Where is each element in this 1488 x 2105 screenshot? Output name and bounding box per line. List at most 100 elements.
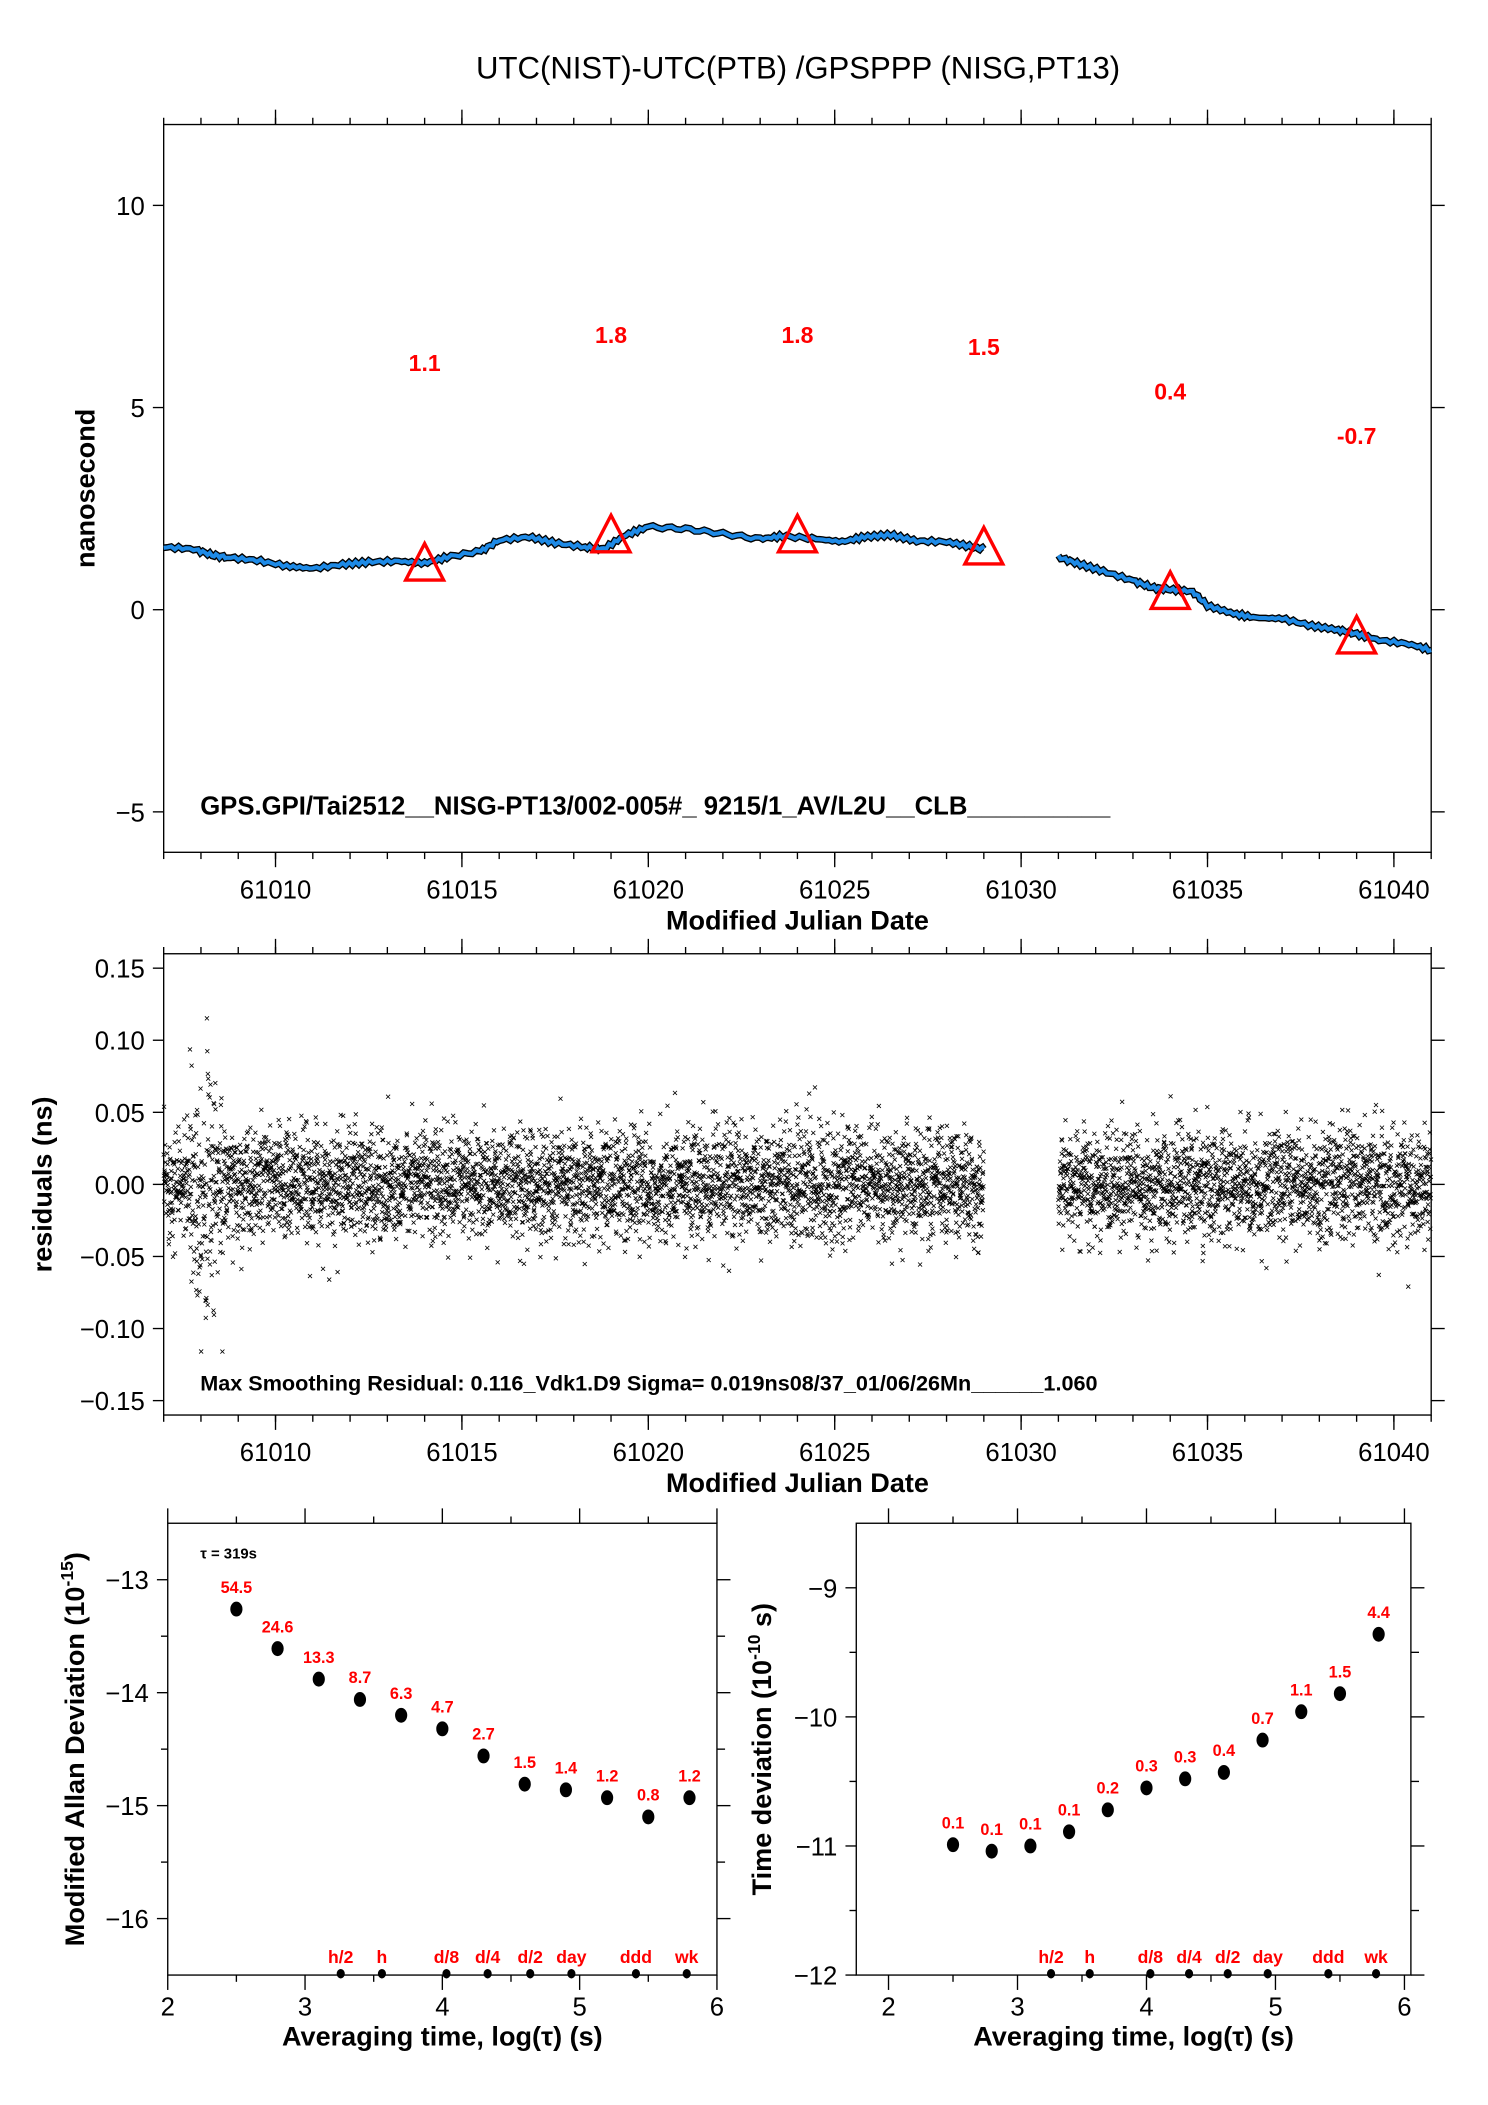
residual-point <box>934 1177 940 1182</box>
residual-point <box>893 1129 899 1135</box>
residual-point <box>445 1119 451 1124</box>
residual-point <box>973 1210 978 1215</box>
residual-point <box>187 1216 193 1221</box>
residual-point <box>740 1166 745 1171</box>
residual-point <box>925 1236 931 1242</box>
residual-point <box>324 1153 329 1158</box>
residual-point <box>465 1159 471 1164</box>
residual-point <box>282 1223 288 1228</box>
residual-point <box>412 1166 418 1171</box>
residual-point <box>205 1256 210 1262</box>
residual-point <box>225 1191 231 1197</box>
residual-point <box>358 1171 364 1177</box>
residual-point <box>959 1156 965 1162</box>
residual-point <box>533 1189 539 1194</box>
residual-point <box>474 1217 479 1222</box>
residual-point <box>886 1235 892 1241</box>
residual-point <box>622 1146 628 1152</box>
residual-point <box>216 1190 222 1196</box>
residual-point <box>333 1162 339 1168</box>
residual-point <box>271 1197 276 1203</box>
residual-point <box>976 1221 982 1227</box>
residual-point <box>828 1131 833 1136</box>
residual-point <box>488 1166 494 1172</box>
residual-point <box>557 1194 563 1200</box>
residual-point <box>844 1174 850 1180</box>
residual-point <box>322 1162 328 1168</box>
residual-point <box>776 1155 782 1160</box>
residual-point <box>218 1102 224 1108</box>
residual-point <box>738 1156 743 1162</box>
residual-point <box>213 1179 219 1185</box>
residual-point <box>966 1222 971 1227</box>
x-tick-label: 61020 <box>613 1439 684 1467</box>
x-tick-label: 61010 <box>240 876 311 904</box>
residual-point <box>889 1230 895 1235</box>
residual-point <box>523 1211 528 1217</box>
residual-point <box>354 1161 359 1166</box>
residual-point <box>695 1141 701 1147</box>
residual-point <box>464 1137 469 1142</box>
residual-point <box>353 1131 358 1137</box>
residual-point <box>302 1174 308 1180</box>
residual-point <box>578 1116 584 1122</box>
residual-point <box>977 1177 983 1182</box>
residual-point <box>203 1192 208 1198</box>
residual-point <box>594 1226 600 1232</box>
residual-point <box>364 1222 370 1228</box>
residual-point <box>794 1211 800 1217</box>
residual-point <box>654 1173 659 1179</box>
residual-point <box>299 1113 304 1119</box>
residual-point <box>689 1223 694 1228</box>
residual-point <box>312 1162 317 1167</box>
residual-point <box>939 1135 944 1141</box>
residual-point <box>414 1157 420 1163</box>
residual-point <box>242 1136 247 1142</box>
residual-point <box>651 1161 656 1166</box>
residual-point <box>278 1223 284 1229</box>
residual-point <box>851 1187 856 1192</box>
residual-point <box>804 1184 810 1190</box>
residual-point <box>821 1192 827 1198</box>
residual-point <box>803 1207 808 1213</box>
residual-point <box>798 1128 804 1134</box>
residual-point <box>371 1197 376 1203</box>
residual-point <box>563 1236 568 1241</box>
residual-point <box>332 1243 338 1249</box>
residual-point <box>181 1176 187 1182</box>
residual-point <box>504 1207 510 1213</box>
residual-point <box>903 1161 909 1167</box>
residual-point <box>862 1176 868 1182</box>
residual-point <box>599 1159 605 1164</box>
residual-point <box>410 1212 416 1218</box>
residual-point <box>1110 1165 1116 1171</box>
residual-point <box>243 1196 248 1201</box>
residual-point <box>821 1159 827 1165</box>
residual-point <box>732 1209 737 1214</box>
residual-point <box>458 1191 464 1197</box>
residual-point <box>944 1223 950 1229</box>
residual-point <box>288 1164 294 1169</box>
residual-point <box>926 1127 932 1133</box>
residual-point <box>422 1142 428 1147</box>
residual-point <box>762 1172 767 1177</box>
residual-point <box>270 1152 276 1157</box>
residual-point <box>361 1210 367 1216</box>
residual-point <box>508 1223 513 1228</box>
residual-point <box>770 1225 775 1230</box>
residual-point <box>904 1193 909 1198</box>
residual-point <box>238 1189 243 1194</box>
residual-point <box>827 1225 832 1231</box>
residual-point <box>747 1210 753 1215</box>
residual-point <box>368 1196 373 1202</box>
residual-point <box>205 1137 211 1142</box>
residual-point <box>475 1136 481 1142</box>
residual-point <box>628 1176 634 1182</box>
residual-point <box>193 1218 199 1223</box>
residual-point <box>892 1211 898 1216</box>
residual-point <box>332 1171 338 1177</box>
residual-point <box>172 1139 177 1145</box>
residual-point <box>869 1114 875 1120</box>
residual-point <box>556 1150 561 1156</box>
residual-point <box>420 1128 426 1134</box>
